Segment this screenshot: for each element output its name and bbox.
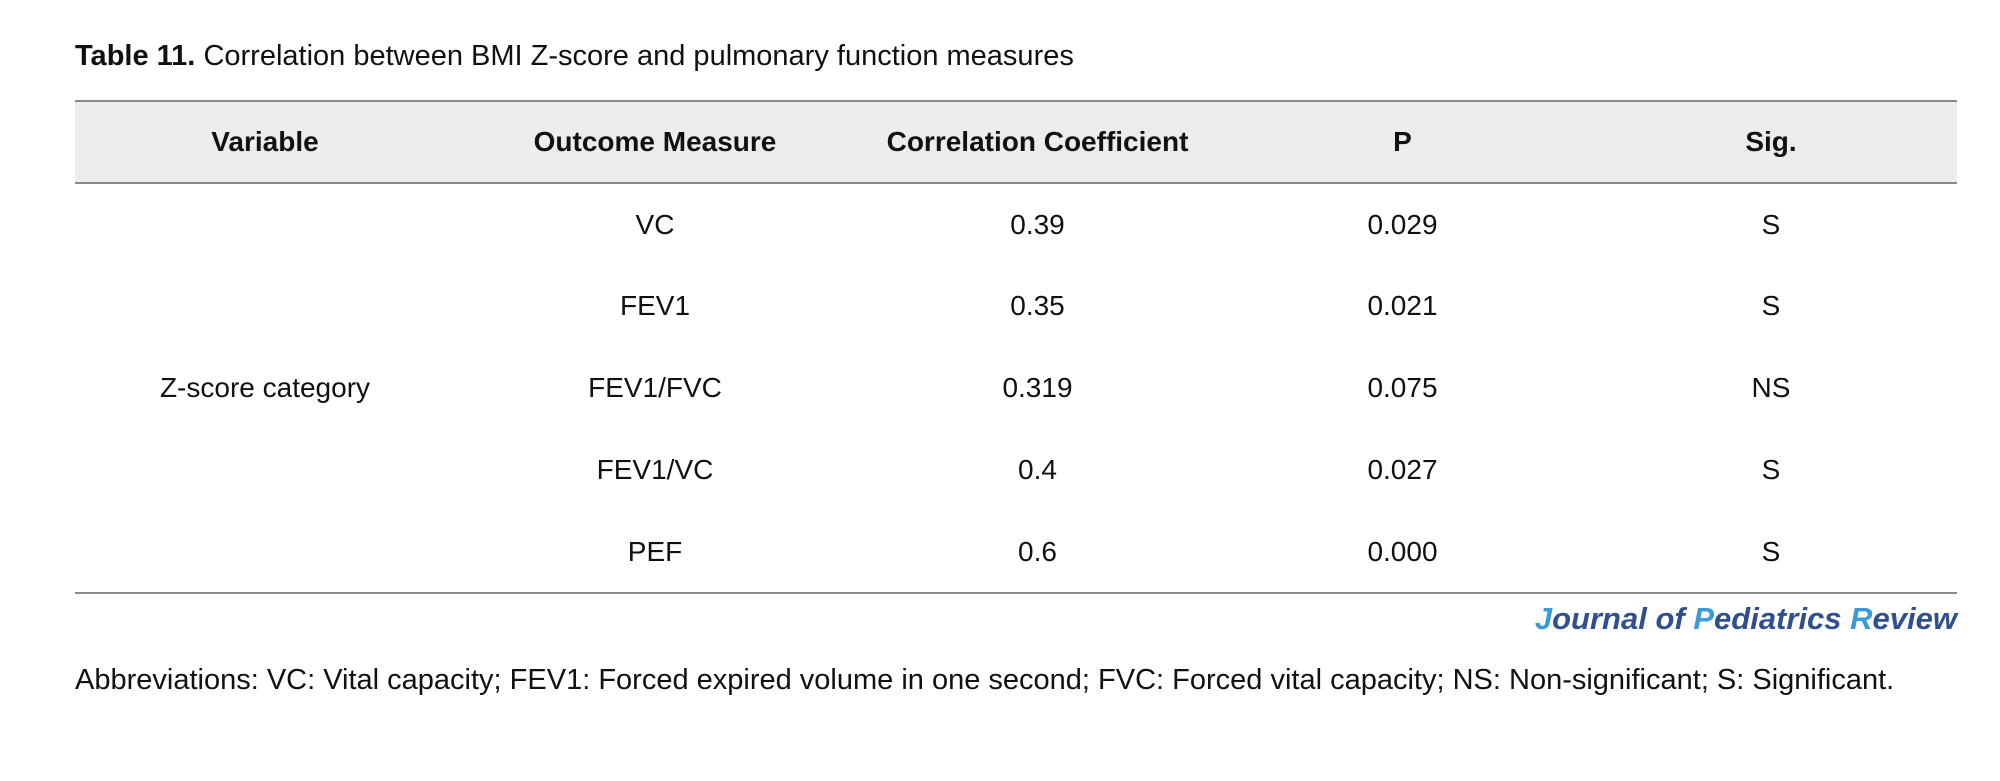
table-row: PEF 0.6 0.000 S [75, 511, 1957, 594]
measure-cell: PEF [455, 511, 855, 594]
journal-name: Journal of Pediatrics Review [1535, 601, 1957, 637]
table-row: FEV1/VC 0.4 0.027 S [75, 429, 1957, 511]
table-row: FEV1 0.35 0.021 S [75, 265, 1957, 347]
measure-cell: FEV1/FVC [588, 372, 722, 403]
sig-cell: S [1761, 454, 1781, 485]
table-title: Correlation between BMI Z-score and pulm… [203, 40, 1074, 72]
measure-cell: FEV1/VC [596, 454, 714, 485]
table-row: Z-score category VC 0.39 0.029 S [75, 183, 1957, 594]
p-cell: 0.000 [1220, 511, 1585, 594]
coefficient-cell: 0.39 [1010, 208, 1065, 240]
coefficient-cell: 0.319 [1002, 372, 1073, 403]
journal-text-3: eview [1872, 601, 1957, 636]
measure-cell: FEV1 [619, 290, 691, 321]
header-sig: Sig. [1585, 100, 1957, 184]
journal-initial-r: R [1850, 601, 1873, 636]
coefficient-cell: 0.4 [1018, 454, 1057, 485]
table-label: Table 11. [75, 40, 196, 72]
sig-cell: S [1761, 290, 1781, 321]
p-cell: 0.021 [1367, 290, 1438, 321]
header-p: P [1220, 100, 1585, 184]
abbreviations-footnote: Abbreviations: VC: Vital capacity; FEV1:… [75, 664, 1895, 696]
table-row: FEV1/FVC 0.319 0.075 NS [75, 347, 1957, 429]
journal-text-2: ediatrics [1714, 601, 1851, 636]
journal-initial-j: J [1534, 601, 1553, 636]
p-cell: 0.075 [1367, 372, 1438, 403]
coefficient-cell: 0.35 [1010, 290, 1065, 321]
variable-cell: Z-score category [75, 183, 455, 594]
header-variable: Variable [75, 100, 455, 184]
header-outcome-measure: Outcome Measure [455, 100, 855, 184]
table-caption: Table 11. Correlation between BMI Z-scor… [75, 40, 1074, 73]
coefficient-cell: 0.6 [855, 511, 1220, 594]
table-header-row: Variable Outcome Measure Correlation Coe… [75, 100, 1957, 184]
correlation-table: Variable Outcome Measure Correlation Coe… [75, 100, 1957, 594]
journal-text-1: ournal of [1552, 601, 1694, 636]
header-correlation-coefficient: Correlation Coefficient [855, 100, 1220, 184]
measure-cell: VC [635, 208, 675, 240]
sig-cell: S [1761, 208, 1781, 240]
p-cell: 0.027 [1367, 454, 1438, 485]
sig-cell: S [1585, 511, 1957, 594]
journal-initial-p: P [1693, 601, 1715, 636]
sig-cell: NS [1751, 372, 1791, 403]
p-cell: 0.029 [1367, 208, 1438, 240]
